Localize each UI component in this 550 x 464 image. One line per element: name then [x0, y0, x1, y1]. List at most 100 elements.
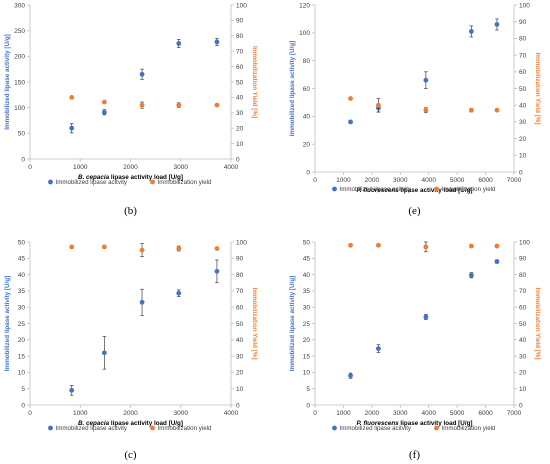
- data-point-activity: [468, 29, 474, 34]
- data-point-activity: [214, 39, 220, 45]
- y2-tick-label: 90: [236, 256, 244, 263]
- y-tick-label: 40: [18, 272, 26, 279]
- y2-tick-label: 10: [519, 386, 527, 393]
- data-point-yield: [468, 107, 474, 113]
- data-point-activity: [101, 350, 107, 356]
- legend-marker-activity: [332, 425, 337, 431]
- y-tick-label: 250: [14, 28, 25, 35]
- data-point-yield: [423, 244, 429, 250]
- y2-tick-label: 70: [519, 52, 527, 59]
- data-point-activity: [375, 346, 381, 352]
- x-tick-label: 0: [313, 410, 317, 417]
- y-tick-label: 80: [303, 58, 311, 65]
- x-tick-label: 0: [313, 177, 317, 184]
- y-tick-label: 20: [303, 337, 311, 344]
- x-tick-label: 3000: [393, 410, 408, 417]
- x-tick-label: 2000: [123, 164, 138, 171]
- y-tick-label: 45: [303, 256, 311, 263]
- data-point-activity: [139, 71, 145, 77]
- y2-tick-label: 0: [236, 156, 240, 163]
- y-tick-label: 20: [18, 337, 26, 344]
- x-tick-label: 0: [28, 410, 32, 417]
- y-tick-label: 100: [14, 105, 25, 112]
- y2-tick-label: 40: [236, 337, 244, 344]
- y2-tick-label: 40: [236, 95, 244, 102]
- legend-marker-yield: [150, 179, 155, 185]
- y2-tick-label: 50: [236, 321, 244, 328]
- y2-tick-label: 50: [236, 79, 244, 86]
- chart-panel-e: 0 1000 2000 3000 4000 5000 6000 700002040608010…: [289, 2, 541, 217]
- y2-tick-label: 10: [236, 141, 244, 148]
- y-axis-title: Immobilized lipase activity [U/g]: [4, 276, 11, 372]
- y2-tick-label: 60: [519, 69, 527, 76]
- data-point-yield: [375, 242, 381, 248]
- y2-tick-label: 70: [519, 288, 527, 295]
- data-point-activity: [348, 373, 353, 379]
- y-tick-label: 50: [18, 131, 26, 138]
- data-point-yield: [101, 99, 107, 105]
- legend-marker-activity: [48, 425, 53, 431]
- data-point-yield: [139, 102, 145, 108]
- y2-tick-label: 0: [519, 169, 523, 176]
- x-tick-label: 5000: [450, 177, 465, 184]
- legend-label-yield: Immobilization yield: [158, 425, 213, 432]
- y2-tick-label: 100: [236, 239, 247, 246]
- y-tick-label: 0: [21, 402, 25, 409]
- y-tick-label: 5: [21, 386, 25, 393]
- x-axis-title-italic: B. cepacia: [78, 174, 110, 181]
- x-axis-title-italic: B. cepacia: [78, 420, 110, 427]
- data-point-yield: [69, 244, 75, 250]
- data-point-yield: [375, 102, 381, 108]
- y2-tick-label: 60: [236, 64, 244, 71]
- data-point-yield: [176, 102, 182, 108]
- y2-tick-label: 50: [519, 321, 527, 328]
- x-tick-label: 5000: [450, 410, 465, 417]
- y-tick-label: 100: [299, 30, 310, 37]
- y-tick-label: 45: [18, 256, 26, 263]
- y-tick-label: 300: [14, 2, 25, 9]
- x-tick-label: 4000: [224, 164, 239, 171]
- y2-axis-title: Immobilization Yield [%]: [251, 46, 258, 118]
- y-axis-title: Immobilized lipase activity [U/g]: [289, 276, 296, 372]
- x-tick-label: 4000: [421, 177, 436, 184]
- y-tick-label: 35: [303, 288, 311, 295]
- legend-marker-yield: [434, 425, 439, 431]
- y2-tick-label: 100: [236, 2, 247, 9]
- y2-tick-label: 100: [519, 239, 530, 246]
- y2-tick-label: 60: [236, 305, 244, 312]
- y-axis-title: Immobilized lipase activity [U/g]: [4, 34, 11, 130]
- y-tick-label: 200: [14, 54, 25, 61]
- panel-label: (e): [408, 205, 421, 217]
- chart-panel-b: 0 1000 2000 3000 400005010015020025030001020…: [4, 2, 258, 217]
- y2-axis-title: Immobilization Yield [%]: [534, 287, 541, 359]
- y-tick-label: 50: [18, 239, 26, 246]
- y2-tick-label: 40: [519, 337, 527, 344]
- data-point-yield: [176, 246, 182, 251]
- y-tick-label: 30: [303, 305, 311, 312]
- data-point-yield: [494, 107, 500, 113]
- x-tick-label: 4000: [224, 410, 239, 417]
- data-point-activity: [69, 125, 75, 131]
- legend-marker-activity: [332, 186, 337, 192]
- y-tick-label: 25: [303, 321, 311, 328]
- y2-tick-label: 20: [519, 136, 527, 143]
- data-point-yield: [348, 242, 353, 248]
- x-axis-title-rest: lipase activity load [U/g]: [109, 174, 183, 181]
- y2-tick-label: 50: [519, 86, 527, 93]
- chart-panel-f: 0 1000 2000 3000 4000 5000 6000 700005101520253…: [289, 239, 541, 461]
- panel-label: (f): [409, 449, 420, 461]
- data-point-activity: [214, 268, 220, 274]
- y-tick-label: 35: [18, 288, 26, 295]
- data-point-activity: [101, 109, 107, 115]
- x-tick-label: 1000: [336, 410, 351, 417]
- x-axis-title-italic: P. fluorescens: [356, 420, 399, 427]
- y2-tick-label: 80: [236, 33, 244, 40]
- y-tick-label: 20: [303, 141, 311, 148]
- x-tick-label: 1000: [336, 177, 351, 184]
- x-axis-title: B. cepacia lipase activity load [U/g]: [78, 174, 183, 181]
- data-point-activity: [176, 41, 182, 46]
- y2-axis-title: Immobilization Yield [%]: [251, 287, 258, 359]
- x-tick-label: 2000: [365, 410, 380, 417]
- data-point-activity: [69, 387, 75, 393]
